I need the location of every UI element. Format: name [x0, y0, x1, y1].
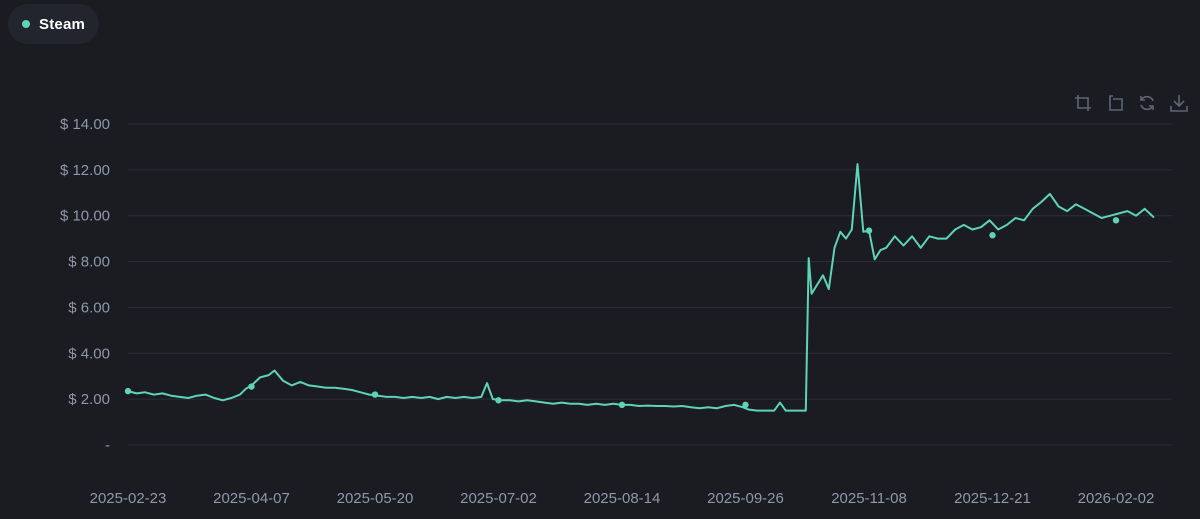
x-tick-label: 2025-07-02	[460, 490, 537, 507]
zoom-reset-icon[interactable]	[1104, 92, 1126, 114]
legend-dot	[22, 20, 30, 28]
x-tick-label: 2025-12-21	[954, 490, 1031, 507]
y-tick-label: $ 6.00	[68, 299, 110, 316]
y-tick-label: -	[105, 437, 110, 454]
y-tick-label: $ 2.00	[68, 391, 110, 408]
y-tick-label: $ 8.00	[68, 254, 110, 271]
y-tick-label: $ 14.00	[60, 116, 110, 133]
x-tick-label: 2025-08-14	[584, 490, 661, 507]
y-tick-label: $ 4.00	[68, 345, 110, 362]
legend-item-steam[interactable]: Steam	[8, 4, 100, 44]
download-icon[interactable]	[1168, 92, 1190, 114]
zoom-area-icon[interactable]	[1072, 92, 1094, 114]
x-tick-label: 2025-05-20	[337, 490, 414, 507]
y-tick-label: $ 10.00	[60, 208, 110, 225]
x-tick-label: 2025-09-26	[707, 490, 784, 507]
series-point	[1112, 217, 1120, 224]
series-point	[124, 387, 132, 395]
x-tick-label: 2025-02-23	[90, 490, 167, 507]
restore-icon[interactable]	[1136, 92, 1158, 114]
chart-toolbox	[1072, 92, 1190, 114]
series-point	[371, 391, 379, 398]
series-point	[989, 232, 996, 239]
series-point	[495, 397, 502, 404]
x-tick-label: 2025-04-07	[213, 490, 290, 507]
x-tick-label: 2026-02-02	[1078, 490, 1155, 507]
series-point	[742, 401, 749, 409]
series-point	[865, 227, 873, 234]
x-tick-label: 2025-11-08	[831, 490, 907, 507]
series-point	[248, 383, 255, 390]
series-point	[618, 401, 626, 409]
legend-label: Steam	[39, 15, 86, 33]
y-tick-label: $ 12.00	[60, 162, 110, 179]
series-line-steam	[127, 163, 1155, 412]
